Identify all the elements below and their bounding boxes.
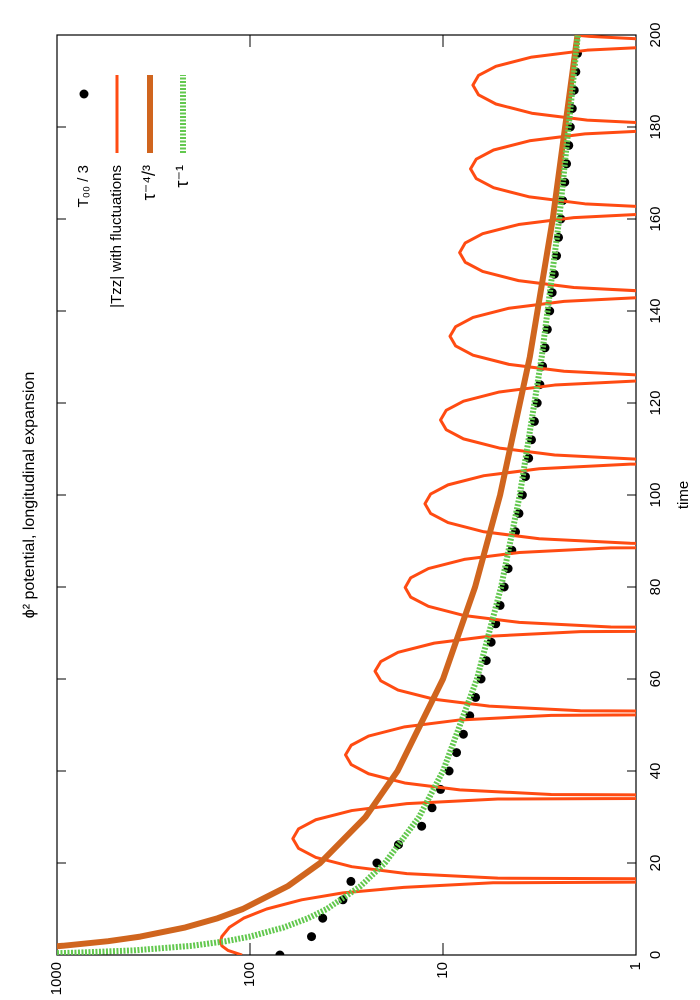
y-tick-label: 10 [434, 962, 451, 979]
x-tick-label: 100 [647, 482, 664, 507]
data-point [346, 876, 356, 886]
data-point [318, 913, 328, 923]
legend-label: τ⁻¹ [172, 165, 192, 188]
plot-area [57, 35, 636, 955]
x-tick-label: 80 [647, 579, 664, 596]
x-tick-label: 0 [647, 951, 664, 959]
y-tick-label: 1000 [48, 962, 65, 995]
data-point [307, 932, 317, 942]
rotated-plot: ϕ² potential, longitudinal expansion tim… [21, 22, 692, 995]
x-tick-label: 200 [647, 22, 664, 47]
data-point [458, 729, 468, 739]
data-line [57, 35, 581, 955]
legend-label: T₀₀ / 3 [75, 165, 92, 207]
data-line [219, 35, 636, 955]
y-tick-label: 100 [241, 962, 258, 987]
legend-label: τ⁻⁴/³ [139, 165, 159, 200]
x-tick-label: 120 [647, 390, 664, 415]
data-point [486, 637, 496, 647]
chart-title: ϕ² potential, longitudinal expansion [21, 372, 38, 618]
data-point [275, 950, 285, 955]
x-tick-label: 40 [647, 763, 664, 780]
legend: T₀₀ / 3 |Tzz| with fluctuations τ⁻⁴/³ τ⁻¹ [75, 75, 192, 308]
data-point [452, 748, 462, 758]
data-point [503, 564, 513, 574]
legend-swatch [79, 89, 89, 99]
data-line [57, 35, 581, 952]
x-axis-label: time [675, 481, 692, 509]
x-tick-label: 20 [647, 855, 664, 872]
x-tick-label: 160 [647, 206, 664, 231]
data-point [471, 692, 481, 702]
data-point [532, 398, 542, 408]
data-point [427, 803, 437, 813]
x-tick-label: 180 [647, 114, 664, 139]
data-point [481, 656, 491, 666]
x-tick-label: 140 [647, 298, 664, 323]
x-tick-label: 60 [647, 671, 664, 688]
data-point [417, 821, 427, 831]
legend-label: |Tzz| with fluctuations [108, 165, 125, 308]
y-tick-label: 1 [627, 962, 644, 970]
data-point [547, 288, 557, 298]
